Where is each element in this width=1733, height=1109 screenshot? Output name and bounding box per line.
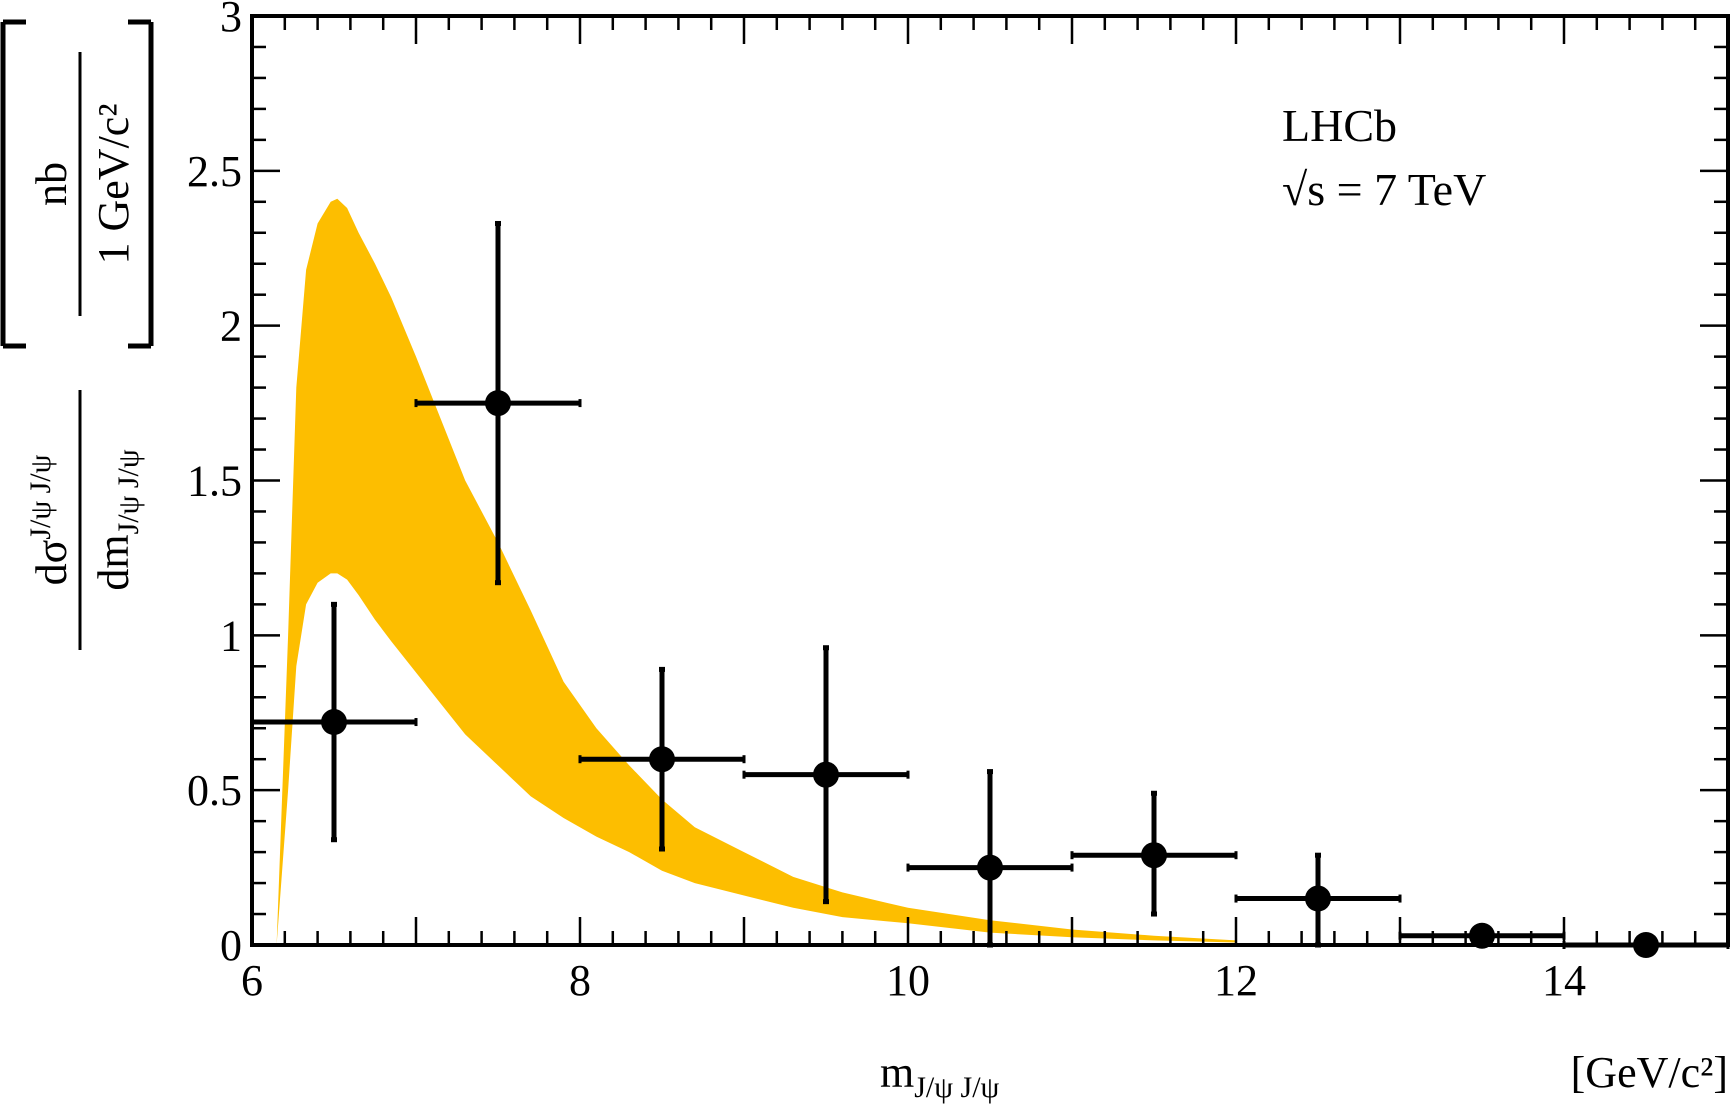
prediction-band-layer bbox=[276, 198, 1237, 945]
data-point-2 bbox=[414, 220, 582, 586]
y-tick-label: 1 bbox=[220, 611, 242, 660]
data-point-6 bbox=[1070, 790, 1238, 917]
y-axis-denominator-sub: J/ψ J/ψ bbox=[112, 449, 145, 534]
y-axis-numerator-sup: J/ψ J/ψ bbox=[24, 454, 57, 539]
data-marker bbox=[813, 761, 839, 788]
y-axis-denominator-main: dm bbox=[89, 534, 138, 590]
data-marker bbox=[1305, 885, 1331, 912]
y-axis-numerator: dσJ/ψ J/ψ bbox=[24, 454, 76, 585]
x-tick-label: 10 bbox=[886, 956, 930, 1005]
data-marker bbox=[1469, 922, 1495, 949]
x-tick-label: 8 bbox=[569, 956, 591, 1005]
y-tick-label: 0.5 bbox=[187, 766, 242, 815]
prediction-band bbox=[276, 198, 1237, 945]
data-points-layer bbox=[250, 220, 1730, 958]
x-tick-label: 12 bbox=[1214, 956, 1258, 1005]
x-axis-title: mJ/ψ J/ψ bbox=[880, 1048, 1000, 1104]
x-tick-label: 14 bbox=[1542, 956, 1586, 1005]
data-point-1 bbox=[250, 601, 418, 843]
y-tick-label: 3 bbox=[220, 0, 242, 41]
y-tick-label: 2.5 bbox=[187, 147, 242, 196]
y-axis-numerator-main: dσ bbox=[27, 539, 76, 585]
data-marker bbox=[649, 746, 675, 773]
energy-label: √s = 7 TeV bbox=[1282, 164, 1486, 215]
tick-labels: 6 8 10 12 14 0 0.5 1 1.5 2 2.5 3 bbox=[187, 0, 1586, 1005]
data-marker bbox=[321, 709, 347, 736]
x-tick-label: 6 bbox=[241, 956, 263, 1005]
data-point-4 bbox=[742, 645, 910, 905]
y-axis-unit-numerator: nb bbox=[27, 162, 76, 206]
y-tick-label: 1.5 bbox=[187, 457, 242, 506]
y-tick-label: 2 bbox=[220, 302, 242, 351]
data-marker bbox=[1141, 842, 1167, 869]
data-point-5 bbox=[906, 769, 1074, 948]
y-tick-label: 0 bbox=[220, 921, 242, 970]
x-axis-title-main: m bbox=[880, 1048, 914, 1097]
axis-ticks bbox=[250, 14, 1730, 947]
data-point-3 bbox=[578, 666, 746, 852]
y-axis-title: nb 1 GeV/c² dσJ/ψ J/ψ dmJ/ψ J/ψ bbox=[0, 19, 154, 650]
experiment-label: LHCb bbox=[1282, 100, 1397, 151]
data-marker bbox=[977, 854, 1003, 881]
y-axis-fraction: dσJ/ψ J/ψ dmJ/ψ J/ψ bbox=[24, 390, 145, 650]
data-marker bbox=[485, 390, 511, 417]
y-axis-unit-denominator: 1 GeV/c² bbox=[89, 103, 138, 264]
y-axis-unit: nb 1 GeV/c² bbox=[0, 19, 154, 349]
x-axis-unit: [GeV/c²] bbox=[1571, 1048, 1728, 1097]
data-point-7 bbox=[1234, 852, 1402, 948]
x-axis-title-sub: J/ψ J/ψ bbox=[914, 1071, 999, 1104]
y-axis-denominator: dmJ/ψ J/ψ bbox=[89, 449, 145, 591]
